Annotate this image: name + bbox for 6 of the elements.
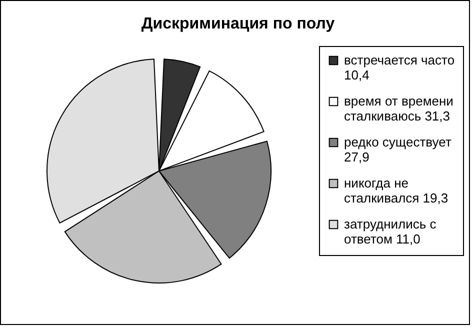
legend-label: затруднились с ответом 11,0 <box>344 216 437 246</box>
legend-label: редко существует 27,9 <box>344 134 452 164</box>
legend-label: время от времени сталкиваюсь 31,3 <box>344 94 454 124</box>
legend-label: никогда не сталкивался 19,3 <box>344 176 448 206</box>
legend-label: встречается часто 10,4 <box>344 52 455 82</box>
chart-title: Дискриминация по полу <box>141 16 335 32</box>
